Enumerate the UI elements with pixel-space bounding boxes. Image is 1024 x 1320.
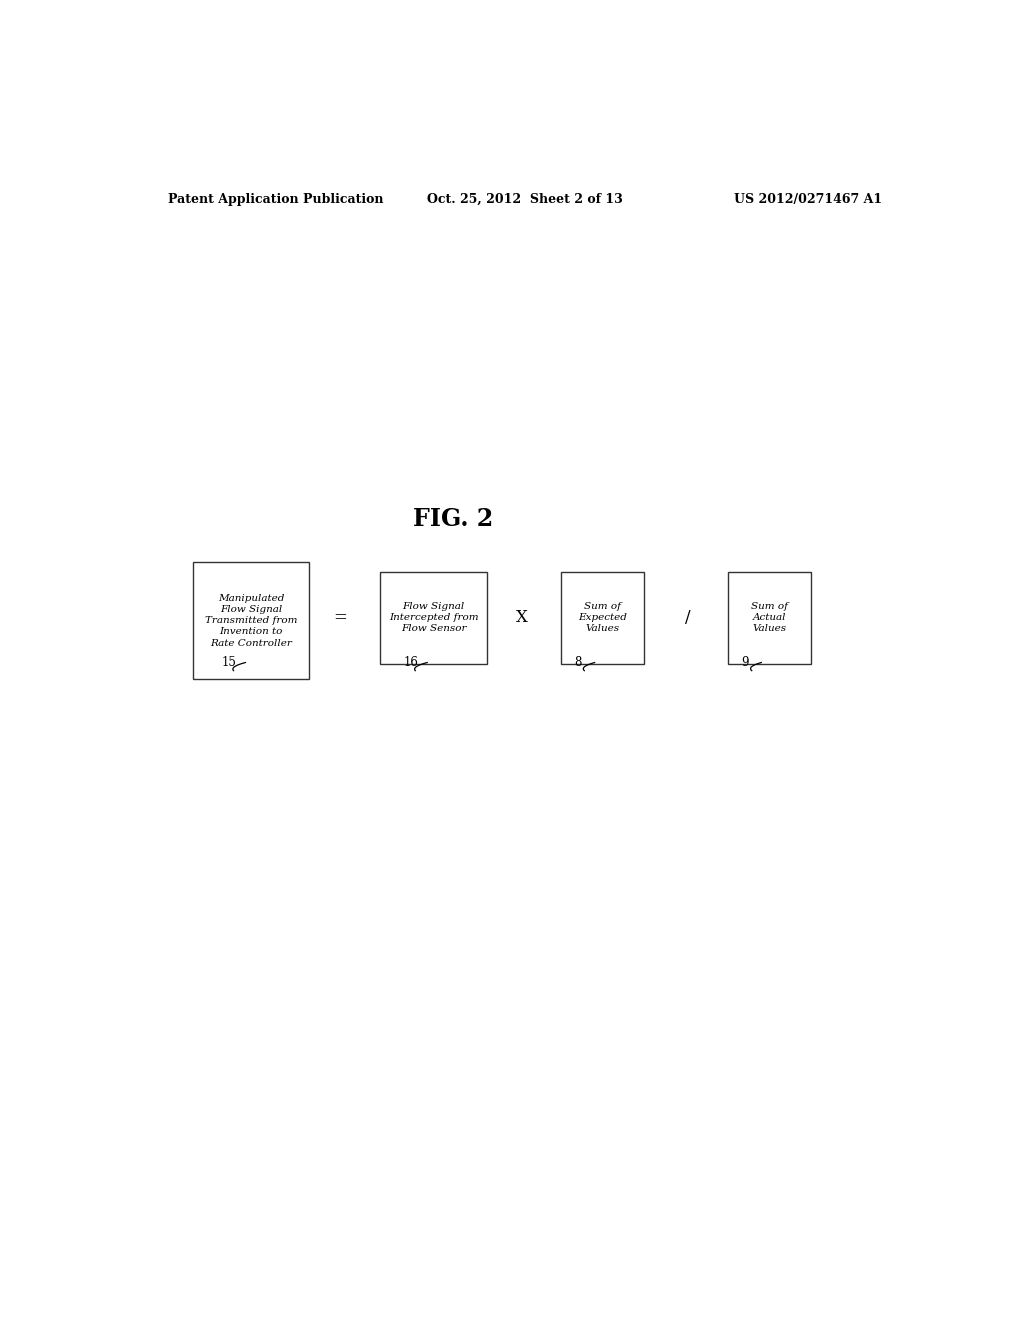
Text: US 2012/0271467 A1: US 2012/0271467 A1 [734, 193, 882, 206]
Text: X: X [516, 610, 527, 626]
Text: 9: 9 [741, 656, 749, 669]
Text: /: / [685, 610, 691, 626]
Bar [194, 562, 308, 680]
Text: Oct. 25, 2012  Sheet 2 of 13: Oct. 25, 2012 Sheet 2 of 13 [427, 193, 623, 206]
Text: Patent Application Publication: Patent Application Publication [168, 193, 383, 206]
Text: =: = [334, 610, 347, 626]
Text: Sum of
Expected
Values: Sum of Expected Values [579, 602, 627, 634]
Text: Flow Signal
Intercepted from
Flow Sensor: Flow Signal Intercepted from Flow Sensor [389, 602, 478, 634]
Text: Sum of
Actual
Values: Sum of Actual Values [751, 602, 787, 634]
Bar [728, 572, 811, 664]
Bar [561, 572, 644, 664]
Text: Manipulated
Flow Signal
Transmitted from
Invention to
Rate Controller: Manipulated Flow Signal Transmitted from… [205, 594, 297, 648]
Text: 16: 16 [403, 656, 418, 669]
Bar [380, 572, 487, 664]
Text: 8: 8 [574, 656, 582, 669]
Text: FIG. 2: FIG. 2 [414, 507, 494, 531]
Text: 15: 15 [221, 656, 237, 669]
